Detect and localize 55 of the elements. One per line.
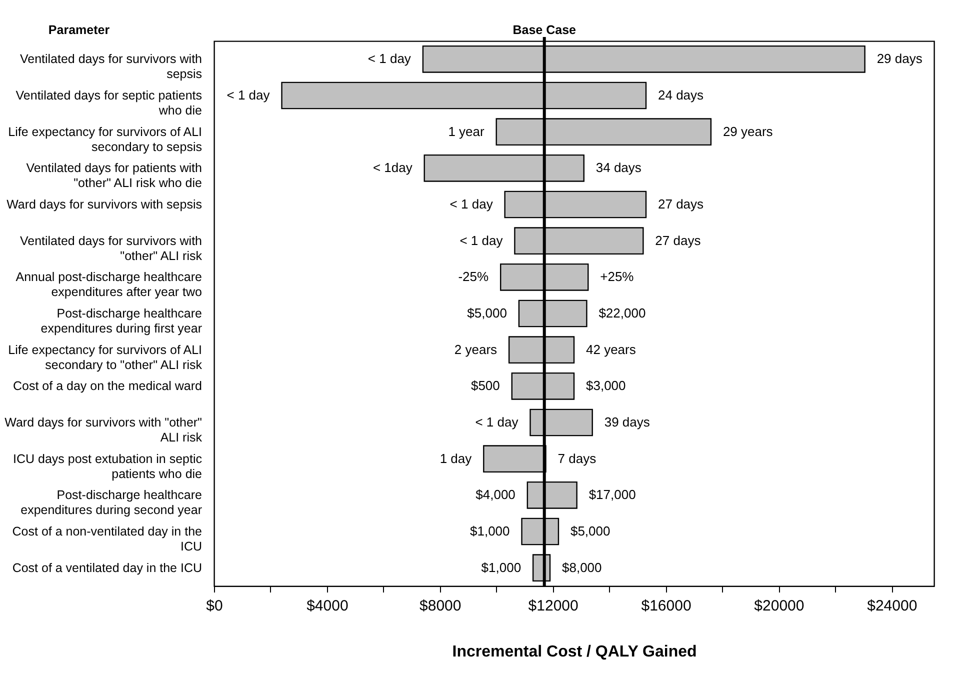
annotation: $17,000 xyxy=(588,487,636,502)
annotation: $3,000 xyxy=(586,378,626,394)
annotation: 7 days xyxy=(558,450,597,466)
ref-line-label: Base Case xyxy=(512,23,576,37)
annotation: 1 day xyxy=(440,450,472,466)
annotation: 34 days xyxy=(596,160,642,176)
annotation: 29 days xyxy=(876,51,923,66)
y-tick-label: Life expectancy for survivors of ALI secondary to sepsis xyxy=(8,124,202,154)
y-tick-label: Ventilated days for survivors with "other" ALI risk xyxy=(20,234,203,263)
annotation: 1 year xyxy=(448,124,486,139)
y-tick-label: Cost of a day on the medical ward xyxy=(13,379,202,394)
y-tick-label: Ward days for survivors with sepsis xyxy=(6,198,202,212)
annotation: 42 years xyxy=(586,342,636,357)
annotation: +25% xyxy=(600,269,634,284)
annotation: 39 days xyxy=(604,414,650,430)
annotation: 24 days xyxy=(658,88,704,102)
y-tick-label: Post-discharge healthcare expenditures during second year xyxy=(20,488,202,518)
y-tick-label: Ventilated days for patients with "other" ALI risk who die xyxy=(26,161,202,190)
y-tick-label: Annual post-discharge healthcare expenditures after year two xyxy=(16,270,202,300)
annotation: 29 years xyxy=(722,124,774,139)
x-tick-label: $4000 xyxy=(306,598,348,614)
annotation: $5,000 xyxy=(570,524,610,538)
x-tick-label: $16000 xyxy=(641,598,692,614)
annotation: $1,000 xyxy=(481,560,522,575)
annotation: < 1 day xyxy=(226,88,270,102)
y-tick-label: Ventilated days for septic patients who die xyxy=(16,88,202,118)
annotation: $1,000 xyxy=(470,524,510,538)
annotation: < 1 day xyxy=(368,51,412,66)
y-tick-label: Ward days for survivors with "other" ALI risk xyxy=(4,416,203,444)
annotation: < 1 day xyxy=(475,414,519,430)
y-axis-title: Parameter xyxy=(48,23,110,37)
y-tick-label: Cost of a ventilated day in the ICU xyxy=(12,560,202,575)
x-tick-label: $12000 xyxy=(528,598,578,614)
annotation: 2 years xyxy=(454,342,498,357)
x-axis-title: Incremental Cost / QALY Gained xyxy=(452,644,697,660)
annotation: 27 days xyxy=(658,196,704,212)
x-tick-label: $0 xyxy=(206,598,223,614)
annotation: $5,000 xyxy=(467,306,507,320)
y-tick-label: ICU days post extubation in septic patients who die xyxy=(13,452,202,481)
y-tick-label: Cost of a non-ventilated day in the ICU xyxy=(12,524,202,554)
annotation: 27 days xyxy=(655,232,702,248)
annotation: -25% xyxy=(458,269,490,284)
y-tick-label: Life expectancy for survivors of ALI secondary to "other" ALI risk xyxy=(8,342,203,372)
annotation: $22,000 xyxy=(598,306,646,320)
annotation: $500 xyxy=(470,378,500,394)
x-tick-label: $24000 xyxy=(867,598,918,614)
annotation: $8,000 xyxy=(562,560,602,575)
annotation: $4,000 xyxy=(476,487,516,502)
annotation: < 1 day xyxy=(460,232,504,248)
annotation: < 1 day xyxy=(450,196,494,212)
x-tick-label: $20000 xyxy=(754,598,804,614)
y-tick-label: Post-discharge healthcare expenditures during first year xyxy=(40,306,202,336)
x-tick-label: $8000 xyxy=(420,598,462,614)
annotation: < 1day xyxy=(372,160,413,176)
y-tick-label: Ventilated days for survivors with sepsis xyxy=(20,52,202,82)
